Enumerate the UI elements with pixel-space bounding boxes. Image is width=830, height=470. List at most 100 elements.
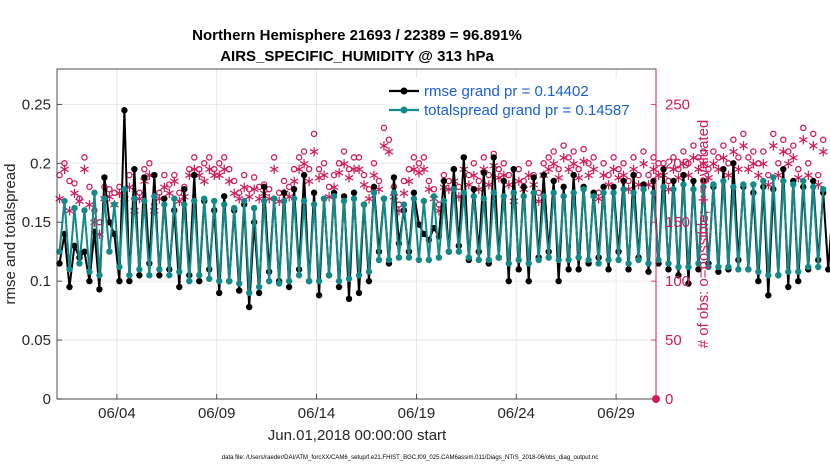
obs-evaluated-marker: ∗ xyxy=(747,154,760,172)
obs-evaluated-marker: ∗ xyxy=(557,148,570,166)
spread-point xyxy=(530,189,537,196)
rmse-point xyxy=(575,266,582,273)
obs-possible-marker xyxy=(365,185,373,193)
rmse-point xyxy=(500,177,507,185)
spread-point xyxy=(295,272,303,279)
spread-point xyxy=(655,256,662,264)
spread-point xyxy=(765,272,772,279)
spread-point xyxy=(500,193,507,200)
obs-possible-marker xyxy=(141,165,148,173)
obs-evaluated-marker: ∗ xyxy=(358,176,371,194)
spread-point xyxy=(176,268,183,275)
obs-possible-marker xyxy=(755,160,762,167)
spread-point xyxy=(61,197,68,205)
obs-evaluated-marker: ∗ xyxy=(692,160,705,178)
obs-possible-marker xyxy=(245,185,253,193)
y-tick-label-left: 0 xyxy=(43,391,51,408)
obs-evaluated-marker: ∗ xyxy=(318,166,331,184)
legend: rmse grand pr = 0.14402 totalspread gran… xyxy=(385,78,650,120)
spread-point xyxy=(255,283,263,291)
obs-possible-marker xyxy=(545,154,552,161)
obs-possible-marker xyxy=(230,177,238,185)
rmse-point xyxy=(350,189,358,196)
obs-possible-marker xyxy=(790,142,797,149)
obs-possible-marker xyxy=(705,165,712,173)
obs-possible-marker xyxy=(136,189,143,196)
obs-possible-marker xyxy=(520,177,527,185)
spread-point xyxy=(525,260,532,267)
obs-possible-marker xyxy=(800,124,807,132)
obs-possible-marker xyxy=(66,177,73,185)
rmse-point xyxy=(116,277,123,285)
legend-label-spread: totalspread grand pr = 0.14587 xyxy=(424,102,630,119)
rmse-point xyxy=(565,266,572,273)
obs-evaluated-marker: ∗ xyxy=(617,166,630,184)
obs-possible-marker xyxy=(660,160,667,167)
obs-evaluated-marker: ∗ xyxy=(183,166,196,184)
rmse-point xyxy=(700,177,707,185)
rmse-point xyxy=(216,289,223,297)
obs-evaluated-marker: ∗ xyxy=(582,166,595,184)
rmse-point xyxy=(121,107,128,114)
rmse-point xyxy=(370,183,378,191)
rmse-point xyxy=(510,165,517,173)
rmse-point xyxy=(765,292,772,299)
spread-point xyxy=(355,272,363,279)
obs-possible-marker xyxy=(740,130,747,138)
spread-point xyxy=(390,189,398,196)
obs-possible-marker xyxy=(186,165,193,173)
y-axis-label-left: rmse and totalspread xyxy=(2,164,19,305)
spread-point xyxy=(270,195,278,202)
rmse-point xyxy=(66,283,73,291)
spread-point xyxy=(725,263,732,271)
rmse-point xyxy=(141,174,148,181)
spread-point xyxy=(740,181,747,188)
obs-possible-marker xyxy=(161,171,168,179)
obs-possible-marker xyxy=(191,154,198,161)
obs-possible-marker xyxy=(525,160,532,167)
obs-possible-marker xyxy=(325,183,333,191)
obs-possible-marker xyxy=(680,148,687,155)
obs-possible-marker xyxy=(785,148,792,155)
spread-point xyxy=(101,195,108,202)
obs-possible-marker xyxy=(300,148,308,155)
rmse-point xyxy=(255,289,263,297)
x-axis-label: Jun.01,2018 00:00:00 start xyxy=(268,427,447,444)
obs-possible-marker xyxy=(720,142,727,149)
obs-possible-marker xyxy=(485,171,493,179)
rmse-point xyxy=(285,283,293,291)
spread-point xyxy=(485,256,492,264)
spread-point xyxy=(415,256,423,264)
obs-possible-marker xyxy=(305,165,313,173)
spread-point xyxy=(595,260,602,267)
spread-point xyxy=(365,268,373,275)
obs-possible-marker xyxy=(765,171,772,179)
obs-possible-marker xyxy=(196,165,203,173)
rmse-point xyxy=(675,272,682,279)
spread-point xyxy=(805,263,812,271)
y-tick-label-left: 0.1 xyxy=(30,273,51,290)
spread-point xyxy=(450,186,458,193)
obs-possible-marker xyxy=(355,154,363,161)
spread-point xyxy=(201,195,208,202)
spread-point xyxy=(515,256,522,264)
obs-evaluated-marker: ∗ xyxy=(343,168,356,186)
spread-point xyxy=(156,266,163,273)
rmse-point xyxy=(645,268,652,275)
obs-possible-marker xyxy=(495,165,503,173)
spread-point xyxy=(395,254,403,261)
obs-evaluated-marker: ∗ xyxy=(338,154,351,172)
obs-possible-marker xyxy=(171,171,178,179)
spread-point xyxy=(555,256,562,264)
rmse-point xyxy=(530,174,537,181)
obs-evaluated-marker: ∗ xyxy=(787,148,800,166)
obs-possible-marker xyxy=(430,185,438,193)
rmse-point xyxy=(235,287,243,294)
spread-point xyxy=(460,189,468,196)
spread-point xyxy=(186,277,193,285)
obs-possible-marker xyxy=(86,183,93,191)
obs-possible-marker xyxy=(370,160,378,167)
rmse-point xyxy=(480,169,487,176)
obs-evaluated-marker: ∗ xyxy=(742,160,755,178)
